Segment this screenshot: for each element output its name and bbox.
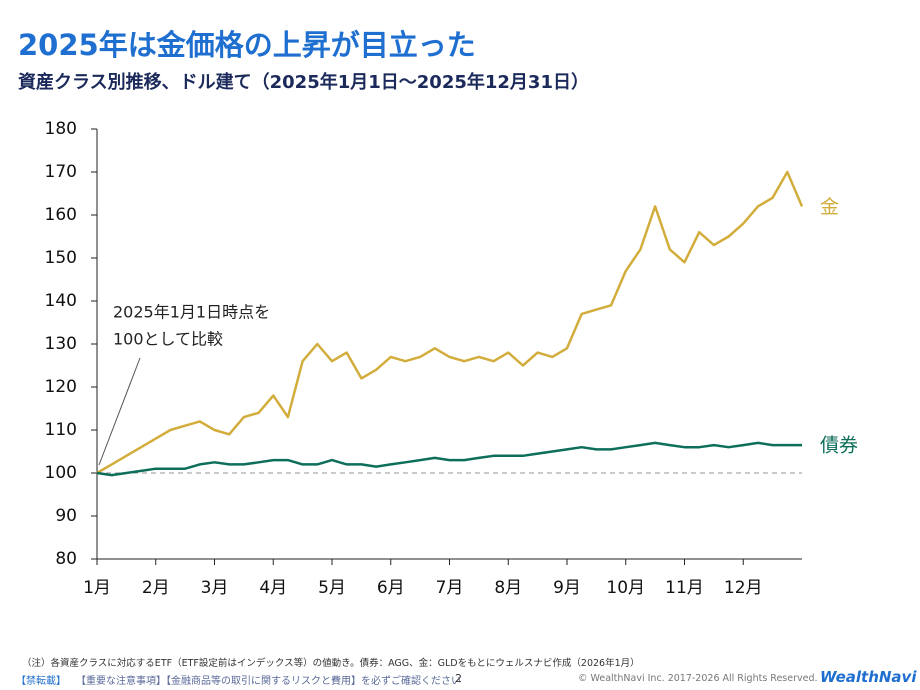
x-tick-label: 10月 — [606, 578, 645, 598]
y-tick-label: 170 — [45, 162, 77, 182]
y-tick-label: 140 — [45, 291, 77, 311]
y-tick-label: 90 — [55, 506, 77, 526]
series-line — [96, 170, 804, 475]
y-tick-label: 80 — [55, 549, 77, 569]
footnote: （注）各資産クラスに対応するETF（ETF設定前はインデックス等）の値動き。債券… — [22, 658, 640, 669]
series-label: 債券 — [820, 435, 858, 457]
annotation-pointer — [98, 357, 141, 466]
logo: WealthNavi — [820, 668, 917, 686]
x-tick-label: 1月 — [83, 578, 111, 598]
x-tick-label: 11月 — [665, 578, 704, 598]
series-line — [96, 441, 802, 477]
notice: 【重要な注意事項】【金融商品等の取引に関するリスクと費用】を必ずご確認ください — [76, 676, 461, 687]
y-tick-label: 180 — [45, 119, 77, 139]
x-tick-label: 6月 — [377, 578, 405, 598]
y-tick-label: 110 — [45, 420, 77, 440]
x-tick-label: 2月 — [142, 578, 170, 598]
x-tick-label: 7月 — [436, 578, 464, 598]
annotation: 2025年1月1日時点を — [113, 303, 270, 322]
tag: 【禁転載】 — [16, 676, 66, 687]
x-tick-label: 5月 — [318, 578, 346, 598]
x-tick-label: 12月 — [724, 578, 763, 598]
x-tick-label: 9月 — [553, 578, 581, 598]
x-tick-label: 4月 — [259, 578, 287, 598]
x-tick-label: 8月 — [494, 578, 522, 598]
x-tick-label: 3月 — [201, 578, 229, 598]
y-tick-label: 150 — [45, 248, 77, 268]
annotation: 100として比較 — [113, 330, 223, 349]
y-tick-label: 100 — [45, 463, 77, 483]
series-label: 金 — [820, 196, 839, 218]
subtitle: 資産クラス別推移、ドル建て（2025年1月1日～2025年12月31日） — [18, 72, 589, 93]
chart: 80 90 100 110 120 130 140 150 160 170 180 1月 2月 3月 4月 5… — [45, 119, 858, 598]
title: 2025年は金価格の上昇が目立った — [18, 28, 476, 62]
y-tick-label: 130 — [45, 334, 77, 354]
y-tick-label: 120 — [45, 377, 77, 397]
y-tick-label: 160 — [45, 205, 77, 225]
page-number: 2 — [455, 672, 462, 685]
copyright: © WealthNavi Inc. 2017-2026 All Rights R… — [578, 673, 818, 684]
